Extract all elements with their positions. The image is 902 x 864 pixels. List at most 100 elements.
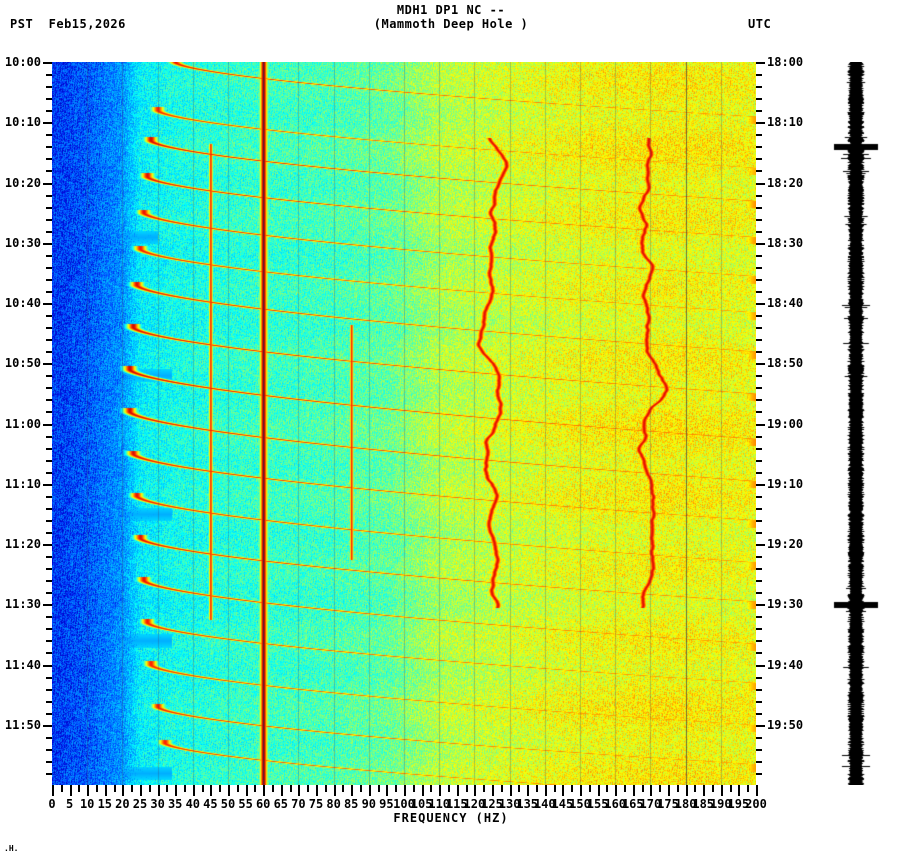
pst-tick-minor bbox=[46, 170, 52, 173]
utc-tick-major bbox=[756, 724, 765, 727]
utc-tick-minor bbox=[756, 748, 762, 751]
utc-tick-minor bbox=[756, 531, 762, 534]
utc-tick-minor bbox=[756, 519, 762, 522]
freq-tick-label: 170 bbox=[639, 797, 662, 811]
utc-tick-minor bbox=[756, 134, 762, 137]
utc-tick-major bbox=[756, 363, 765, 366]
seismogram-trace bbox=[828, 62, 888, 785]
pst-tick-minor bbox=[46, 616, 52, 619]
pst-tick-minor bbox=[46, 628, 52, 631]
freq-tick-label: 95 bbox=[379, 797, 394, 811]
pst-tick-major bbox=[43, 122, 52, 125]
freq-tick-minor bbox=[430, 785, 433, 792]
pst-tick-minor bbox=[46, 110, 52, 113]
utc-tick-minor bbox=[756, 435, 762, 438]
pst-tick-label: 11:40 bbox=[4, 657, 41, 672]
freq-tick-minor bbox=[342, 785, 345, 792]
freq-tick-major bbox=[351, 785, 354, 796]
freq-tick-label: 190 bbox=[709, 797, 732, 811]
pst-tick-major bbox=[43, 423, 52, 426]
freq-tick-minor bbox=[78, 785, 81, 792]
freq-tick-major bbox=[228, 785, 230, 796]
utc-tick-minor bbox=[756, 266, 762, 269]
pst-tick-minor bbox=[46, 278, 52, 281]
freq-tick-label: 90 bbox=[361, 797, 377, 811]
pst-tick-minor bbox=[46, 471, 52, 474]
freq-tick-label: 60 bbox=[255, 797, 271, 811]
freq-tick-major bbox=[492, 785, 494, 796]
pst-tick-major bbox=[43, 242, 52, 245]
freq-tick-major bbox=[122, 785, 125, 796]
freq-tick-minor bbox=[289, 785, 292, 792]
pst-tick-minor bbox=[46, 459, 52, 462]
pst-tick-minor bbox=[46, 194, 52, 197]
title-station-line: MDH1 DP1 NC -- bbox=[396, 3, 506, 17]
pst-tick-minor bbox=[46, 206, 52, 209]
freq-tick-major bbox=[245, 785, 248, 796]
pst-tick-minor bbox=[46, 230, 52, 233]
utc-tick-major bbox=[756, 182, 765, 185]
pst-tick-minor bbox=[46, 495, 52, 498]
pst-tick-minor bbox=[46, 98, 52, 101]
utc-tick-minor bbox=[756, 760, 762, 763]
pst-tick-label: 10:40 bbox=[4, 296, 41, 310]
freq-tick-minor bbox=[254, 785, 257, 792]
pst-tick-minor bbox=[46, 736, 52, 739]
pst-tick-minor bbox=[46, 86, 52, 89]
pst-tick-minor bbox=[46, 387, 52, 390]
freq-tick-major bbox=[316, 785, 318, 796]
frequency-axis-title: FREQUENCY (HZ) bbox=[393, 811, 509, 825]
freq-tick-label: 30 bbox=[150, 797, 165, 811]
freq-tick-minor bbox=[96, 785, 98, 792]
utc-tick-major bbox=[756, 303, 765, 305]
freq-tick-major bbox=[439, 785, 442, 796]
freq-tick-minor bbox=[412, 785, 415, 792]
freq-tick-major bbox=[738, 785, 741, 796]
utc-tick-minor bbox=[756, 158, 762, 161]
freq-tick-major bbox=[333, 785, 336, 796]
freq-tick-major bbox=[756, 785, 758, 796]
utc-tick-minor bbox=[756, 230, 762, 233]
utc-tick-minor bbox=[756, 375, 762, 378]
freq-tick-label: 75 bbox=[308, 797, 324, 811]
freq-tick-minor bbox=[219, 785, 222, 792]
utc-tick-minor bbox=[756, 206, 762, 209]
freq-tick-minor bbox=[694, 785, 697, 792]
freq-tick-label: 65 bbox=[273, 797, 289, 811]
freq-tick-minor bbox=[324, 785, 327, 792]
pst-tick-minor bbox=[46, 531, 52, 534]
freq-tick-label: 115 bbox=[445, 797, 468, 811]
pst-tick-major bbox=[43, 182, 52, 185]
freq-tick-label: 175 bbox=[657, 797, 679, 811]
freq-tick-major bbox=[368, 785, 371, 796]
freq-tick-major bbox=[580, 785, 582, 796]
freq-tick-minor bbox=[641, 785, 644, 792]
pst-tick-minor bbox=[46, 266, 52, 269]
pst-tick-minor bbox=[46, 712, 52, 715]
pst-tick-minor bbox=[46, 315, 52, 318]
pst-tick-label: 11:00 bbox=[4, 416, 41, 431]
freq-tick-major bbox=[474, 785, 477, 796]
utc-tick-minor bbox=[756, 676, 762, 679]
spectrogram-plot[interactable] bbox=[52, 62, 756, 785]
pst-tick-label: 11:30 bbox=[4, 597, 41, 612]
freq-tick-minor bbox=[571, 785, 574, 792]
freq-tick-major bbox=[562, 785, 565, 796]
freq-tick-label: 15 bbox=[97, 797, 113, 811]
utc-tick-label: 19:20 bbox=[767, 537, 804, 551]
freq-tick-major bbox=[52, 785, 54, 796]
freq-tick-major bbox=[720, 785, 723, 796]
title-location-line: (Mammoth Deep Hole ) bbox=[373, 17, 529, 31]
freq-tick-minor bbox=[676, 785, 679, 792]
freq-tick-major bbox=[104, 785, 107, 796]
utc-tick-minor bbox=[756, 580, 762, 583]
freq-tick-label: 55 bbox=[238, 797, 253, 811]
pst-tick-minor bbox=[46, 760, 52, 763]
freq-tick-label: 140 bbox=[533, 797, 556, 811]
freq-tick-minor bbox=[448, 785, 450, 792]
utc-tick-label: 19:00 bbox=[767, 416, 804, 431]
pst-tick-minor bbox=[46, 580, 52, 583]
freq-tick-major bbox=[632, 785, 635, 796]
freq-tick-minor bbox=[60, 785, 63, 792]
freq-tick-minor bbox=[588, 785, 591, 792]
